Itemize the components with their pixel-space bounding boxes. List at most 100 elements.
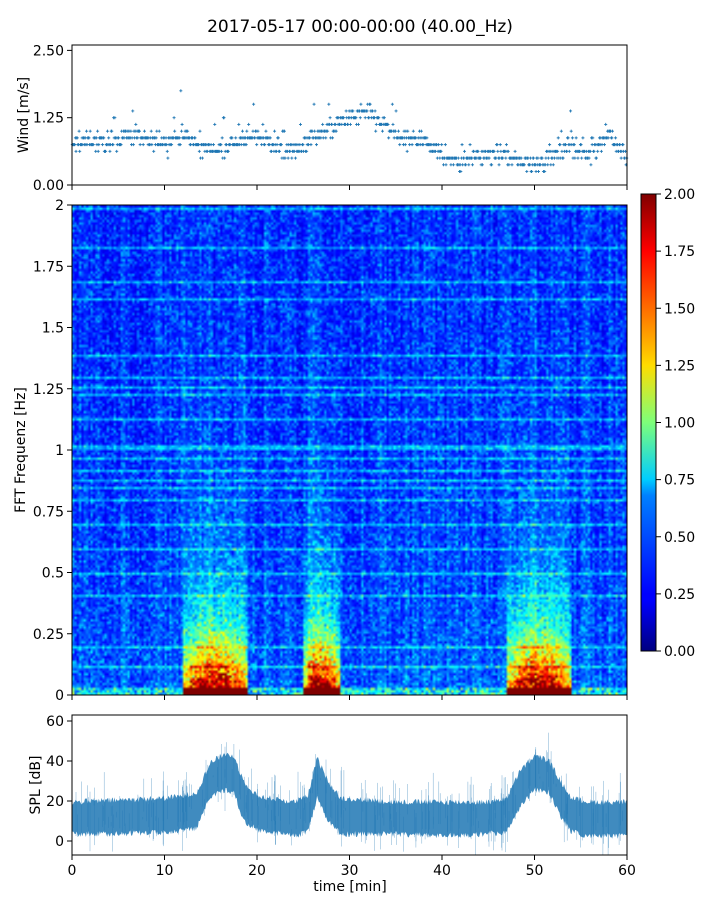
wind-point	[312, 102, 316, 106]
wind-point	[136, 136, 140, 140]
colorbar-tick-label: 0.50	[664, 530, 695, 546]
wind-point	[290, 156, 294, 160]
wind-point	[604, 122, 608, 126]
wind-point	[282, 129, 286, 133]
wind-point	[111, 143, 115, 147]
wind-point	[348, 122, 352, 126]
wind-point	[219, 143, 223, 147]
wind-point	[178, 136, 182, 140]
wind-point	[117, 136, 121, 140]
wind-point	[374, 122, 378, 126]
wind-point	[596, 149, 600, 153]
spl-trace	[71, 732, 627, 855]
wind-point	[559, 129, 563, 133]
wind-point	[572, 143, 576, 147]
wind-point	[548, 143, 552, 147]
wind-point	[476, 149, 480, 153]
wind-point	[268, 136, 272, 140]
wind-point	[138, 143, 142, 147]
wind-point	[193, 136, 197, 140]
spl-y-tick-label: 0	[55, 834, 64, 850]
wind-point	[522, 163, 526, 167]
wind-point	[142, 129, 146, 133]
wind-point	[344, 109, 348, 113]
wind-point	[245, 129, 249, 133]
spectrogram-y-tick-label: 1.25	[33, 382, 64, 398]
wind-point	[359, 102, 363, 106]
wind-point	[165, 149, 169, 153]
wind-point	[373, 109, 377, 113]
wind-point	[108, 149, 112, 153]
wind-point	[464, 163, 468, 167]
wind-point	[298, 122, 302, 126]
wind-point	[77, 129, 81, 133]
spl-x-tick-label: 50	[526, 863, 544, 879]
wind-point	[308, 136, 312, 140]
wind-point	[398, 143, 402, 147]
wind-point	[74, 149, 78, 153]
wind-point	[321, 122, 325, 126]
wind-point	[611, 129, 615, 133]
colorbar-tick-label: 0.25	[664, 587, 695, 603]
colorbar-tick-label: 1.50	[664, 301, 695, 317]
wind-point	[567, 149, 571, 153]
wind-point	[255, 143, 259, 147]
wind-point	[440, 143, 444, 147]
spectrogram-x-ticks	[71, 695, 628, 700]
wind-point	[546, 156, 550, 160]
wind-point	[220, 149, 224, 153]
wind-point	[101, 143, 105, 147]
figure-title: 2017-05-17 00:00-00:00 (40.00_Hz)	[207, 17, 513, 37]
spl-x-tick-label: 60	[618, 863, 636, 879]
wind-point	[358, 116, 362, 120]
wind-point	[393, 129, 397, 133]
wind-point	[419, 129, 423, 133]
wind-point	[386, 122, 390, 126]
spl-x-axis-label: time [min]	[313, 879, 386, 895]
wind-point	[94, 136, 98, 140]
wind-point	[546, 163, 550, 167]
spectrogram-y-tick-label: 0	[55, 688, 64, 704]
wind-point	[614, 136, 618, 140]
wind-point	[301, 143, 305, 147]
colorbar-gradient	[641, 194, 656, 651]
wind-point	[294, 156, 298, 160]
wind-point	[444, 163, 448, 167]
wind-point	[166, 156, 170, 160]
wind-point	[460, 143, 464, 147]
wind-point	[131, 143, 135, 147]
wind-point	[286, 156, 290, 160]
wind-point	[569, 129, 573, 133]
wind-point	[543, 170, 547, 174]
wind-point	[456, 156, 460, 160]
wind-point	[591, 136, 595, 140]
wind-point	[406, 129, 410, 133]
wind-point	[532, 156, 536, 160]
wind-y-ticks: 0.00 1.25 2.50	[33, 43, 72, 194]
wind-points	[70, 89, 629, 174]
wind-point	[365, 109, 369, 113]
wind-point	[506, 149, 510, 153]
wind-point	[354, 116, 358, 120]
wind-point	[157, 129, 161, 133]
wind-point	[115, 149, 119, 153]
wind-point	[437, 143, 441, 147]
wind-point	[279, 143, 283, 147]
wind-point	[610, 136, 614, 140]
spectrogram-heatmap	[72, 205, 627, 695]
colorbar-tick-label: 0.00	[664, 644, 695, 660]
wind-point	[276, 136, 280, 140]
wind-point	[91, 143, 95, 147]
wind-point	[501, 156, 505, 160]
wind-point	[331, 136, 335, 140]
wind-point	[374, 129, 378, 133]
spl-x-tick-label: 10	[156, 863, 174, 879]
wind-point	[504, 143, 508, 147]
wind-point	[480, 163, 484, 167]
wind-point	[197, 149, 201, 153]
wind-point	[178, 143, 182, 147]
spectrogram-panel: 0 0.25 0.5 0.75 1 1.25 1.5 1.75 2 FFT Frequenz […	[13, 198, 628, 704]
wind-point	[173, 129, 177, 133]
wind-y-tick-label: 0.00	[33, 178, 64, 194]
wind-point	[451, 163, 455, 167]
